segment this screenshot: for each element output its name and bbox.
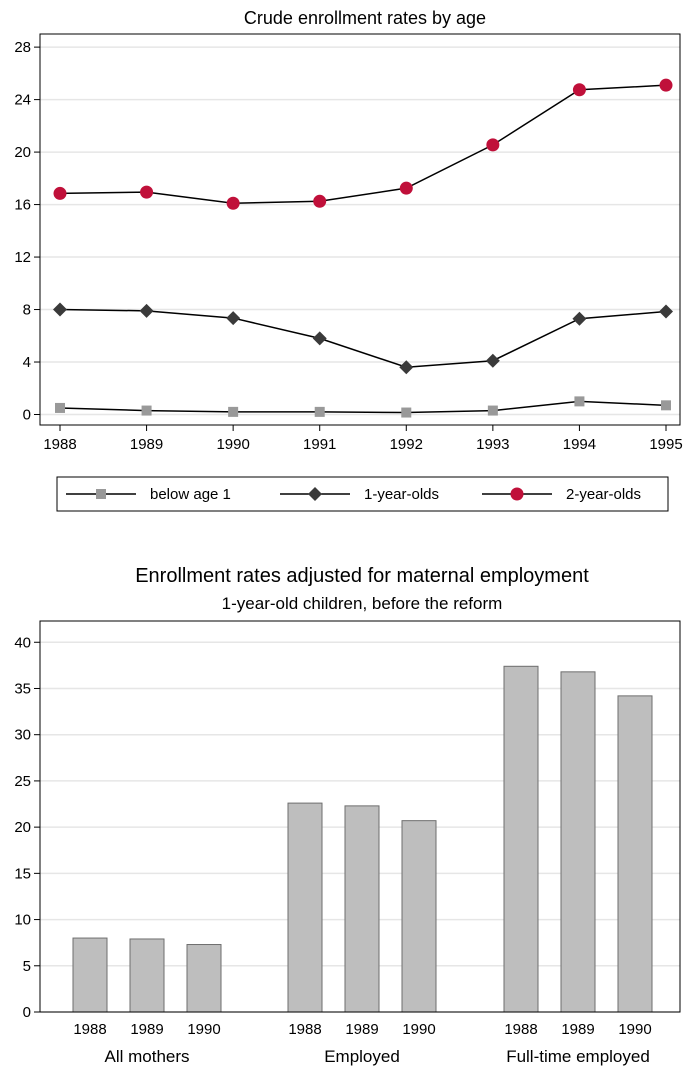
data-point-1-year-olds <box>485 353 500 368</box>
x-tick-label: 1988 <box>504 1021 537 1038</box>
x-tick-label: 1995 <box>649 436 682 453</box>
data-point-1-year-olds <box>572 311 587 326</box>
x-tick-label: 1988 <box>288 1021 321 1038</box>
y-tick-label: 16 <box>14 197 31 214</box>
x-tick-label: 1989 <box>345 1021 378 1038</box>
legend-marker-2-year-olds <box>510 487 524 501</box>
data-point-below-age-1 <box>55 402 65 413</box>
bar-employed-1988 <box>287 802 323 1013</box>
bar-chart: Enrollment rates adjusted for maternal e… <box>14 565 681 1066</box>
y-tick-label: 0 <box>23 1004 31 1021</box>
legend-label-below-age-1: below age 1 <box>150 486 231 503</box>
y-tick-label: 25 <box>14 773 31 790</box>
bar-all-mothers-1990 <box>186 944 222 1013</box>
legend-label-1-year-olds: 1-year-olds <box>364 486 439 503</box>
line-chart-gridlines <box>40 46 680 416</box>
legend-box <box>56 476 669 512</box>
y-tick-label: 35 <box>14 680 31 697</box>
x-tick-label: 1991 <box>303 436 336 453</box>
data-point-1-year-olds <box>312 331 327 346</box>
group-label-full-time-employed: Full-time employed <box>506 1047 650 1066</box>
y-tick-label: 20 <box>14 819 31 836</box>
data-point-below-age-1 <box>228 406 239 417</box>
data-point-2-year-olds <box>659 78 673 92</box>
line-chart-title: Crude enrollment rates by age <box>244 8 486 28</box>
bar-employed-1989 <box>344 805 380 1013</box>
x-tick-label: 1989 <box>561 1021 594 1038</box>
bar-employed-1990 <box>401 820 437 1013</box>
plot-frame <box>39 620 681 1013</box>
y-tick-label: 5 <box>23 958 31 975</box>
y-tick-label: 8 <box>23 302 31 319</box>
series-below-age-1 <box>55 396 671 418</box>
data-point-below-age-1 <box>661 400 671 411</box>
line-chart-series <box>53 78 673 418</box>
data-point-2-year-olds <box>486 138 500 152</box>
line-chart: Crude enrollment rates by age 0 4 8 12 16 20 2… <box>14 8 683 512</box>
x-tick-label: 1990 <box>618 1021 651 1038</box>
data-point-below-age-1 <box>487 405 498 416</box>
bar-full-time-employed-1990 <box>617 695 653 1013</box>
bar-all-mothers-1989 <box>129 938 165 1013</box>
y-tick-label: 10 <box>14 912 31 929</box>
x-tick-label: 1989 <box>130 1021 163 1038</box>
data-point-2-year-olds <box>53 186 67 200</box>
series-1-year-olds <box>53 302 673 375</box>
bar-all-mothers-1988 <box>72 937 108 1013</box>
y-tick-label: 24 <box>14 92 31 109</box>
y-tick-label: 30 <box>14 727 31 744</box>
y-tick-label: 20 <box>14 144 31 161</box>
data-point-below-age-1 <box>401 407 412 418</box>
x-tick-label: 1990 <box>402 1021 435 1038</box>
data-point-2-year-olds <box>140 185 154 199</box>
plot-frame <box>39 33 681 426</box>
group-label-all-mothers: All mothers <box>104 1047 189 1066</box>
bar-full-time-employed-1988 <box>503 665 539 1013</box>
legend-marker-below-age-1 <box>96 489 106 499</box>
x-tick-label: 1988 <box>43 436 76 453</box>
y-tick-label: 28 <box>14 39 31 56</box>
bar-chart-axes: 0 5 10 15 20 25 30 35 40 1988 1989 1990 All mothers 1… <box>14 620 681 1066</box>
x-tick-label: 1990 <box>216 436 249 453</box>
bar-chart-title: Enrollment rates adjusted for maternal e… <box>135 565 589 587</box>
bar-chart-subtitle: 1-year-old children, before the reform <box>222 594 503 613</box>
bar-chart-bars <box>72 665 653 1013</box>
data-point-2-year-olds <box>313 194 327 208</box>
line-chart-legend: below age 1 1-year-olds 2-year-olds <box>56 476 669 512</box>
bar-full-time-employed-1989 <box>560 671 596 1013</box>
series-line-2-year-olds <box>59 84 667 205</box>
x-tick-label: 1989 <box>130 436 163 453</box>
data-point-2-year-olds <box>572 83 586 97</box>
series-2-year-olds <box>53 78 673 210</box>
y-tick-label: 0 <box>23 407 31 424</box>
line-chart-axes: 0 4 8 12 16 20 24 28 1988 1989 1990 1991 1992 1993 199… <box>14 33 683 453</box>
data-point-2-year-olds <box>399 181 413 195</box>
x-tick-label: 1992 <box>390 436 423 453</box>
data-point-1-year-olds <box>53 302 67 317</box>
data-point-below-age-1 <box>141 405 152 416</box>
y-tick-label: 4 <box>23 354 31 371</box>
x-tick-label: 1993 <box>476 436 509 453</box>
x-tick-label: 1994 <box>563 436 596 453</box>
x-tick-label: 1990 <box>187 1021 220 1038</box>
data-point-1-year-olds <box>399 360 414 375</box>
y-tick-label: 15 <box>14 865 31 882</box>
y-tick-label: 12 <box>14 249 31 266</box>
group-label-employed: Employed <box>324 1047 400 1066</box>
data-point-1-year-olds <box>139 303 154 318</box>
series-line-1-year-olds <box>59 308 667 369</box>
data-point-1-year-olds <box>226 311 241 326</box>
series-line-below-age-1 <box>59 400 667 414</box>
data-point-2-year-olds <box>226 196 240 210</box>
x-tick-label: 1988 <box>73 1021 106 1038</box>
legend-marker-1-year-olds <box>308 487 322 501</box>
data-point-below-age-1 <box>574 396 585 407</box>
legend-label-2-year-olds: 2-year-olds <box>566 486 641 503</box>
data-point-below-age-1 <box>314 406 325 417</box>
data-point-1-year-olds <box>659 304 673 319</box>
y-tick-label: 40 <box>14 634 31 651</box>
